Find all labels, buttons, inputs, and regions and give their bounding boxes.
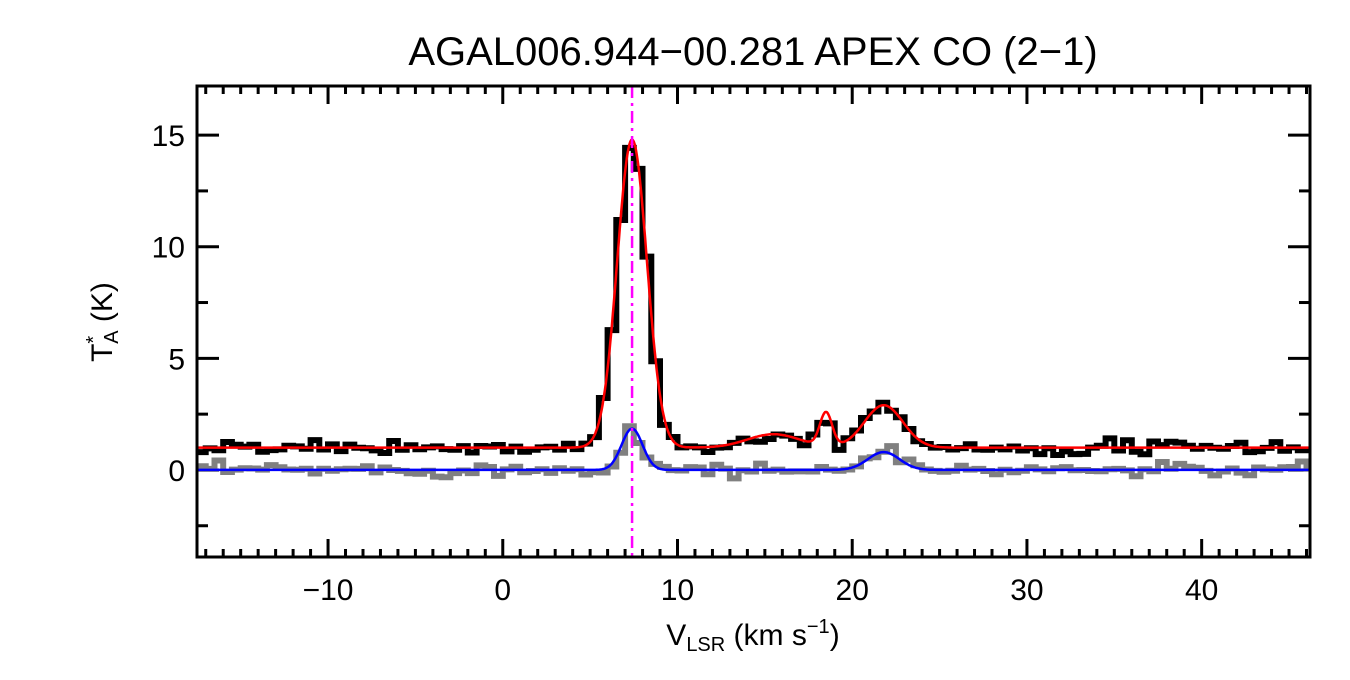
x-tick-label: −10 bbox=[303, 574, 354, 607]
x-tick-label: 30 bbox=[1010, 574, 1043, 607]
y-tick-label: 10 bbox=[152, 232, 185, 265]
x-tick-label: 10 bbox=[661, 574, 694, 607]
x-axis-label: VLSR (km s−1) bbox=[666, 616, 839, 656]
gaussian-fit-line bbox=[197, 138, 1310, 449]
observed-spectrum bbox=[197, 144, 1310, 458]
y-tick-label: 0 bbox=[168, 455, 185, 488]
x-tick-label: 0 bbox=[494, 574, 511, 607]
plot-area bbox=[197, 86, 1310, 557]
x-tick-label: 20 bbox=[836, 574, 869, 607]
y-tick-label: 15 bbox=[152, 120, 185, 153]
plot-frame bbox=[195, 84, 1312, 559]
axis-ticks bbox=[197, 86, 1310, 557]
gaussian-fit-line bbox=[197, 427, 1310, 472]
x-tick-label: 40 bbox=[1185, 574, 1218, 607]
chart-title: AGAL006.944−00.281 APEX CO (2−1) bbox=[408, 30, 1097, 74]
y-axis-label: T*A (K) bbox=[83, 282, 123, 362]
y-tick-label: 5 bbox=[168, 343, 185, 376]
tick-labels: −10 0 10 20 30 40 0 5 10 15 bbox=[152, 120, 1219, 607]
